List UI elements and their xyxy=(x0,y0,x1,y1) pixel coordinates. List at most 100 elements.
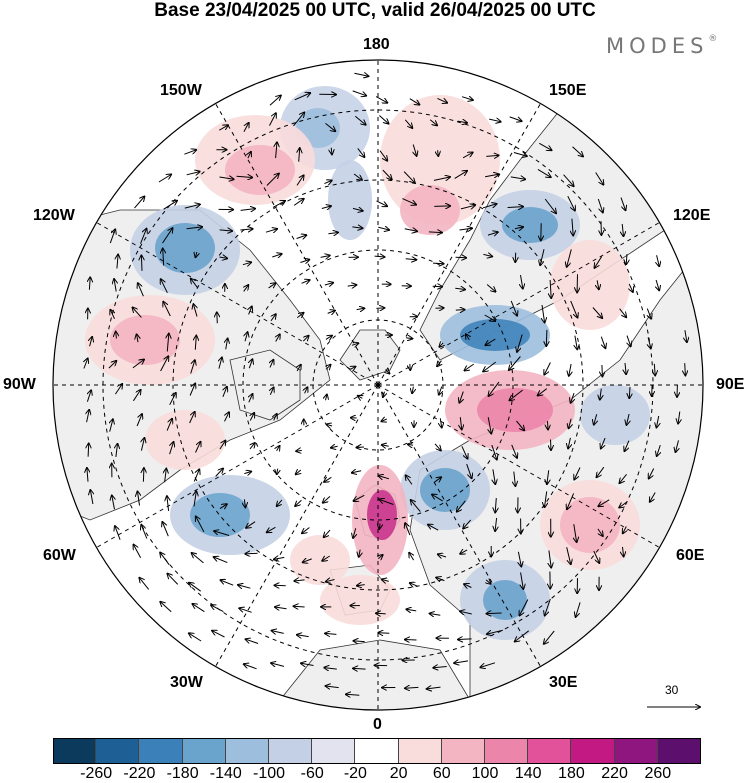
wind-vector xyxy=(326,365,331,370)
wind-vector xyxy=(276,142,277,159)
wind-vector xyxy=(219,125,228,131)
wind-vector xyxy=(432,495,443,502)
wind-vector xyxy=(544,198,556,213)
colorbar-tick-label: 60 xyxy=(432,765,451,782)
wind-vector xyxy=(249,307,252,315)
wind-vector xyxy=(140,229,147,244)
wind-vector xyxy=(272,254,281,257)
wind-vector xyxy=(521,275,523,289)
wind-vector xyxy=(440,418,441,427)
map-border xyxy=(52,59,704,711)
wind-vector xyxy=(297,365,301,372)
wind-vector xyxy=(293,199,304,206)
wind-vector xyxy=(489,381,500,396)
wind-vector xyxy=(381,419,386,421)
wind-vector xyxy=(455,310,465,311)
colorbar-tick-label: 100 xyxy=(471,765,499,782)
wind-vector xyxy=(303,336,308,341)
wind-vector xyxy=(296,450,302,451)
wind-vector xyxy=(138,492,140,506)
wind-vector xyxy=(137,334,138,343)
wind-vector xyxy=(240,209,256,211)
wind-vector xyxy=(133,308,142,318)
wind-vector xyxy=(434,477,441,482)
wind-vector xyxy=(464,584,472,587)
wind-vector xyxy=(270,388,273,396)
wind-vector xyxy=(219,257,228,258)
wind-vector xyxy=(625,362,626,374)
wind-vector xyxy=(240,229,252,230)
meridian-line xyxy=(96,222,379,386)
wind-vector xyxy=(351,343,358,345)
wind-vector xyxy=(379,499,394,505)
wind-vector xyxy=(569,363,571,376)
wind-vector xyxy=(269,113,276,126)
wind-vector xyxy=(454,661,469,663)
wind-vector xyxy=(510,177,525,179)
wind-vector xyxy=(545,491,547,507)
wind-vector xyxy=(460,611,472,614)
wind-vector xyxy=(629,283,633,292)
wind-vector xyxy=(495,517,497,531)
wind-vector xyxy=(325,123,336,131)
wind-vector xyxy=(117,255,118,269)
colorbar-cell xyxy=(312,738,356,764)
wind-vector xyxy=(294,580,305,581)
wind-vector xyxy=(460,205,475,209)
colorbar xyxy=(53,738,701,764)
wind-vector xyxy=(221,580,234,586)
wind-vector xyxy=(320,256,330,258)
wind-vector xyxy=(627,335,631,347)
wind-vector xyxy=(382,579,389,581)
wind-vector xyxy=(139,578,150,590)
wind-vector xyxy=(352,208,363,211)
wind-vector xyxy=(268,283,276,288)
wind-vector xyxy=(244,499,245,507)
longitude-label-30w: 30W xyxy=(170,674,203,691)
wind-vector xyxy=(189,583,201,592)
wind-vector xyxy=(249,359,252,369)
wind-vector xyxy=(190,360,195,374)
longitude-label-90e: 90E xyxy=(716,376,745,393)
meridian-line xyxy=(377,103,541,386)
colorbar-cell xyxy=(225,738,269,764)
wind-vector xyxy=(296,313,303,318)
colorbar-cell xyxy=(485,738,529,764)
wind-vector xyxy=(248,152,251,159)
wind-vector xyxy=(358,396,363,399)
wind-vector xyxy=(134,545,142,558)
wind-vector xyxy=(326,395,327,401)
wind-vector xyxy=(184,204,200,209)
wind-vector xyxy=(575,335,577,350)
wind-vector xyxy=(487,613,502,614)
wind-vector xyxy=(275,607,287,609)
wind-vector xyxy=(439,343,443,347)
wind-vector xyxy=(405,523,411,536)
wind-vector xyxy=(163,302,171,317)
wind-vector xyxy=(461,446,468,458)
wind-vector xyxy=(455,288,465,289)
wind-vector xyxy=(141,438,144,451)
wind-vector xyxy=(354,494,365,501)
wind-vector xyxy=(428,525,439,531)
wind-vector xyxy=(160,602,172,613)
wind-vector xyxy=(547,470,549,484)
wind-vector xyxy=(483,361,497,371)
wind-vector xyxy=(347,285,357,286)
wind-vector xyxy=(354,641,365,642)
wind-vector xyxy=(132,390,140,402)
wind-vector xyxy=(189,384,195,396)
wind-vector xyxy=(357,148,365,157)
longitude-label-60e: 60E xyxy=(676,547,705,564)
wind-vector xyxy=(491,444,497,459)
wind-vector xyxy=(405,640,417,641)
wind-vector xyxy=(376,308,384,309)
wind-vector xyxy=(657,255,660,266)
wind-vector xyxy=(350,367,355,370)
wind-vector xyxy=(116,332,117,339)
wind-vector xyxy=(567,493,575,509)
wind-vector xyxy=(520,599,529,616)
wind-vector xyxy=(374,256,385,257)
wind-vector xyxy=(404,229,417,232)
wind-vector xyxy=(459,391,463,403)
